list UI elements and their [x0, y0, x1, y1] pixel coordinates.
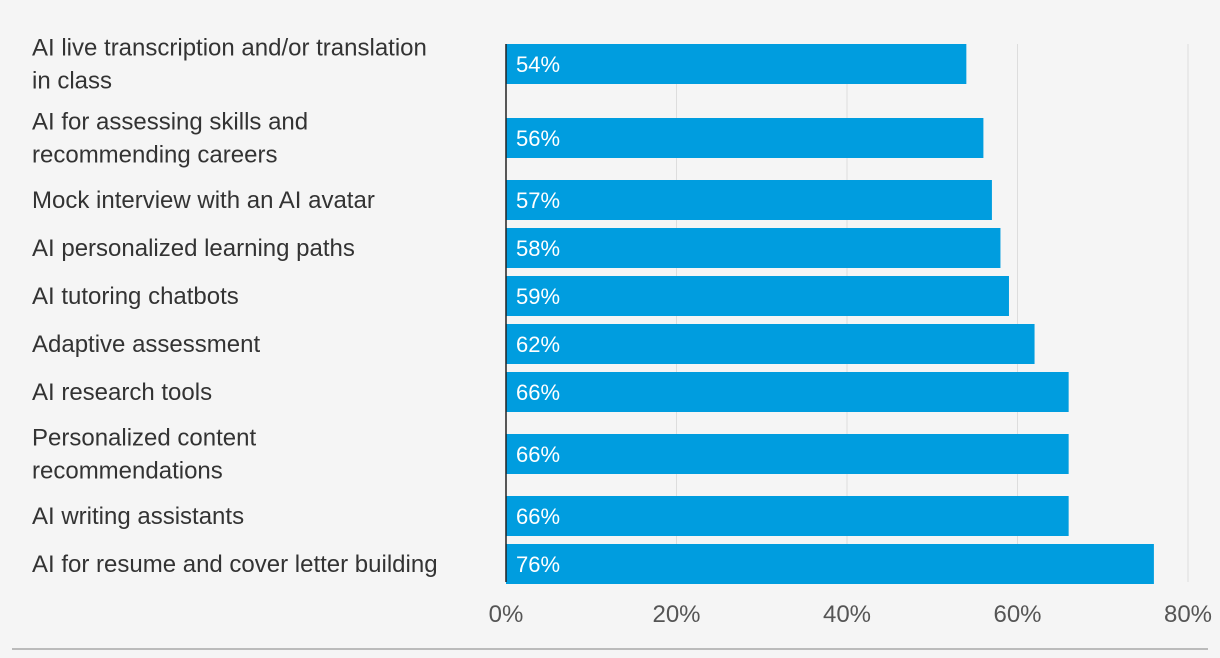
bar-value-label-8: 66% — [516, 504, 560, 529]
bar-value-label-1: 56% — [516, 126, 560, 151]
category-label-5-0: Adaptive assessment — [32, 331, 260, 358]
bar-1 — [506, 118, 984, 158]
bar-value-label-3: 58% — [516, 236, 560, 261]
bar-6 — [506, 372, 1069, 412]
x-tick-label-1: 20% — [652, 601, 700, 628]
bar-5 — [506, 324, 1035, 364]
bar-4 — [506, 276, 1009, 316]
category-label-2-0: Mock interview with an AI avatar — [32, 187, 375, 214]
x-tick-label-0: 0% — [489, 601, 524, 628]
bar-value-label-5: 62% — [516, 332, 560, 357]
category-label-1-0: AI for assessing skills and — [32, 109, 308, 136]
x-tick-label-4: 80% — [1164, 601, 1212, 628]
bar-value-label-4: 59% — [516, 284, 560, 309]
category-label-1-1: recommending careers — [32, 142, 277, 169]
category-label-0-0: AI live transcription and/or translation — [32, 35, 427, 62]
category-label-9-0: AI for resume and cover letter building — [32, 551, 438, 578]
category-label-7-1: recommendations — [32, 458, 223, 485]
category-label-8-0: AI writing assistants — [32, 503, 244, 530]
bar-2 — [506, 180, 992, 220]
bar-9 — [506, 544, 1154, 584]
category-label-0-1: in class — [32, 68, 112, 95]
bar-value-label-6: 66% — [516, 380, 560, 405]
category-label-4-0: AI tutoring chatbots — [32, 283, 239, 310]
category-label-7-0: Personalized content — [32, 425, 256, 452]
bar-7 — [506, 434, 1069, 474]
bar-3 — [506, 228, 1001, 268]
bar-value-label-2: 57% — [516, 188, 560, 213]
x-tick-label-3: 60% — [993, 601, 1041, 628]
bar-0 — [506, 44, 967, 84]
x-tick-label-2: 40% — [823, 601, 871, 628]
bar-value-label-7: 66% — [516, 442, 560, 467]
category-label-3-0: AI personalized learning paths — [32, 235, 355, 262]
category-label-6-0: AI research tools — [32, 379, 212, 406]
bar-value-label-9: 76% — [516, 552, 560, 577]
bar-value-label-0: 54% — [516, 52, 560, 77]
bar-8 — [506, 496, 1069, 536]
